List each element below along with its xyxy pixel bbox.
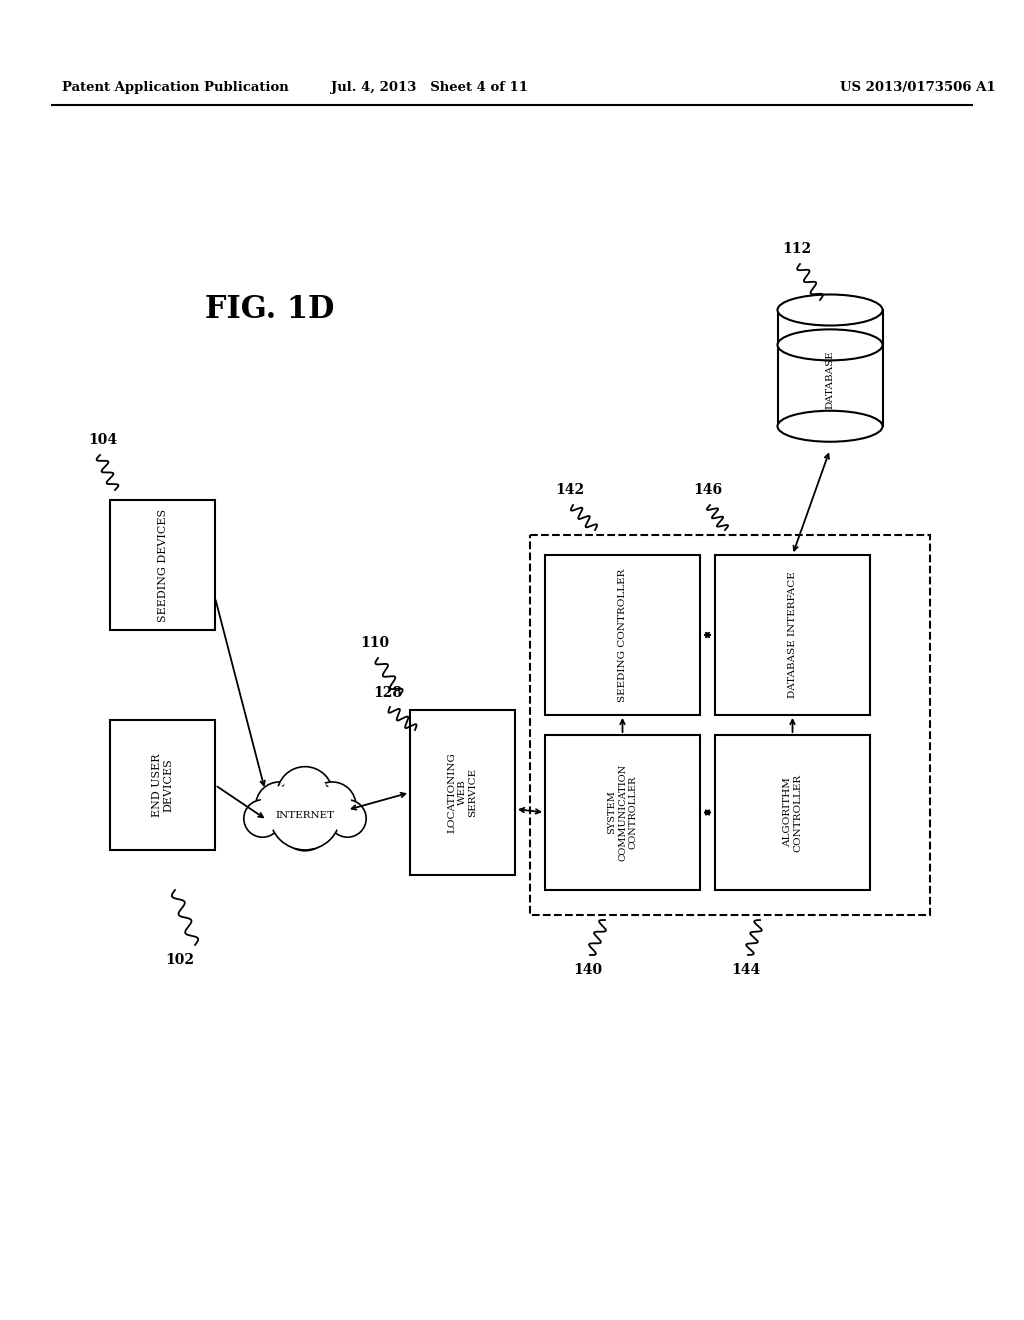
Bar <box>110 719 215 850</box>
Text: FIG. 1D: FIG. 1D <box>206 294 335 326</box>
Circle shape <box>260 787 299 825</box>
Bar <box>545 554 700 715</box>
Text: 102: 102 <box>166 953 195 968</box>
Circle shape <box>256 781 303 829</box>
Text: 104: 104 <box>88 433 118 447</box>
Circle shape <box>332 803 362 834</box>
Circle shape <box>329 800 367 837</box>
Circle shape <box>276 767 333 822</box>
Circle shape <box>282 772 328 817</box>
Text: 128: 128 <box>374 686 402 700</box>
Text: Patent Application Publication: Patent Application Publication <box>62 82 289 95</box>
Text: ALGORITHM
CONTROLLER: ALGORITHM CONTROLLER <box>782 774 802 851</box>
Text: 112: 112 <box>782 242 812 256</box>
Circle shape <box>312 787 351 825</box>
Text: DATABASE: DATABASE <box>825 350 835 409</box>
Circle shape <box>275 785 334 843</box>
Circle shape <box>280 800 331 851</box>
Text: Jul. 4, 2013   Sheet 4 of 11: Jul. 4, 2013 Sheet 4 of 11 <box>332 82 528 95</box>
Bar <box>530 535 930 915</box>
Text: US 2013/0173506 A1: US 2013/0173506 A1 <box>840 82 995 95</box>
Text: SEEDING CONTROLLER: SEEDING CONTROLLER <box>618 569 627 702</box>
Text: 110: 110 <box>360 636 389 649</box>
Text: 144: 144 <box>731 964 761 977</box>
Bar <box>715 735 870 890</box>
Text: 140: 140 <box>573 964 602 977</box>
Text: INTERNET: INTERNET <box>275 810 335 820</box>
Circle shape <box>269 779 341 850</box>
Circle shape <box>244 800 282 837</box>
Circle shape <box>284 804 326 846</box>
Ellipse shape <box>777 411 883 442</box>
Ellipse shape <box>777 330 883 360</box>
Bar <box>715 554 870 715</box>
Bar <box>110 500 215 630</box>
Text: LOCATIONING
WEB
SERVICE: LOCATIONING WEB SERVICE <box>447 752 477 833</box>
Ellipse shape <box>777 294 883 326</box>
Text: SEEDING DEVICES: SEEDING DEVICES <box>158 508 168 622</box>
Bar <box>410 710 515 875</box>
Circle shape <box>308 781 356 829</box>
Bar <box>545 735 700 890</box>
Text: SYSTEM
COMMUNICATION
CONTROLLER: SYSTEM COMMUNICATION CONTROLLER <box>607 764 637 861</box>
Text: END USER
DEVICES: END USER DEVICES <box>152 754 173 817</box>
Bar <box>777 310 883 426</box>
Text: 146: 146 <box>693 483 723 498</box>
Text: DATABASE INTERFACE: DATABASE INTERFACE <box>788 572 797 698</box>
Text: 142: 142 <box>555 483 585 498</box>
Circle shape <box>247 803 278 834</box>
